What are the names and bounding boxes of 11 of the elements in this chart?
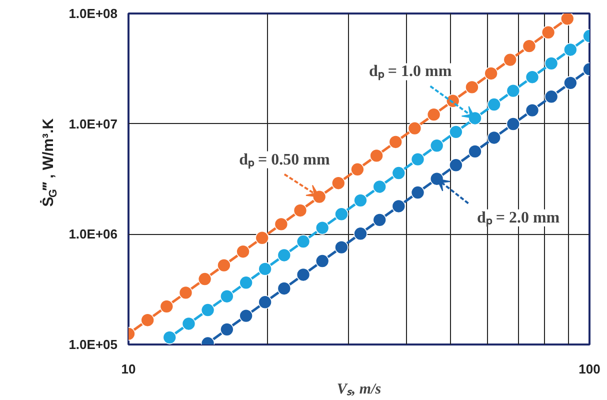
y-tick-label: 1.0E+08 — [68, 6, 118, 21]
x-tick-label: 100 — [578, 362, 600, 376]
y-tick-label: 1.0E+05 — [68, 337, 118, 352]
y-axis-title: ṠG‴ , W/m³.K — [40, 118, 60, 207]
annotation: dₚ = 2.0 mm — [476, 209, 560, 228]
y-tick-label: 1.0E+06 — [68, 226, 118, 242]
y-tick-label: 1.0E+07 — [68, 116, 118, 132]
annotation: dₚ = 0.50 mm — [239, 151, 330, 170]
x-tick-label: 10 — [121, 362, 136, 376]
x-axis-title: Vₛ, m/s — [336, 382, 382, 398]
annotation: dₚ = 1.0 mm — [369, 63, 452, 82]
